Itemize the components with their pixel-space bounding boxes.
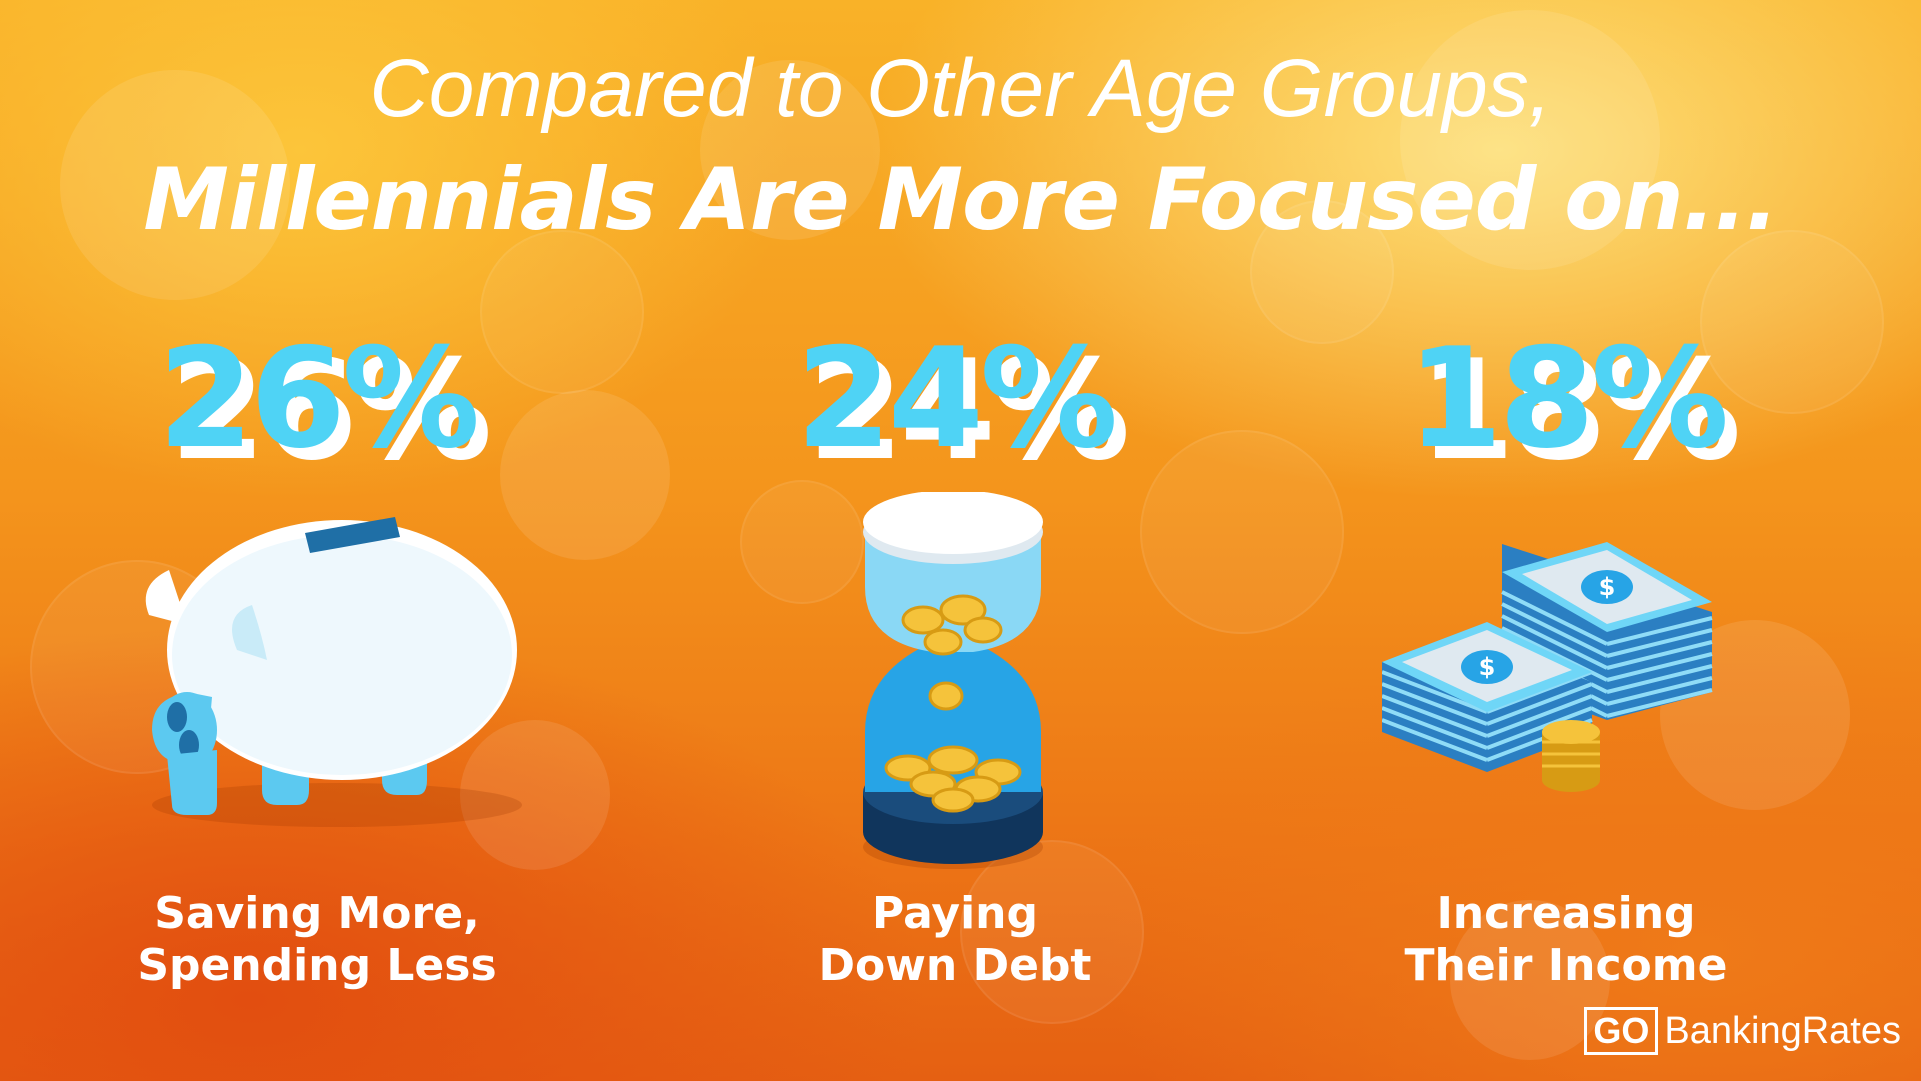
stat-label-line-2: Down Debt xyxy=(818,940,1092,991)
gobankingrates-logo: GO BankingRates xyxy=(1584,1007,1901,1055)
stat-percent: 26% xyxy=(157,318,480,479)
stat-label: Saving More, Spending Less xyxy=(37,888,597,992)
stat-label-line-2: Their Income xyxy=(1404,940,1728,991)
title-line-1: Compared to Other Age Groups, xyxy=(369,43,1552,134)
stat-saving: 26% Saving More, Spending Less xyxy=(37,0,597,1081)
title-line-2: Millennials Are More Focused on... xyxy=(143,150,1778,250)
stat-debt: 24% Payi xyxy=(675,0,1235,1081)
svg-text:$: $ xyxy=(1599,573,1616,601)
logo-text: BankingRates xyxy=(1664,1009,1901,1052)
stat-income: 18% xyxy=(1286,0,1846,1081)
stat-percent: 18% xyxy=(1406,318,1729,479)
stat-label-line-1: Increasing xyxy=(1436,888,1696,939)
hourglass-coins-icon xyxy=(863,492,1043,872)
svg-text:$: $ xyxy=(1479,653,1496,681)
money-stack-icon xyxy=(1131,540,1421,800)
stat-label-line-2: Spending Less xyxy=(137,940,497,991)
stat-label-line-1: Paying xyxy=(872,888,1038,939)
logo-go: GO xyxy=(1584,1007,1659,1055)
stat-percent: 24% xyxy=(795,318,1118,479)
stat-label-line-1: Saving More, xyxy=(154,888,480,939)
money-stack-icon-graphic: $ $ xyxy=(1382,532,1722,802)
stat-label: Paying Down Debt xyxy=(675,888,1235,992)
piggy-bank-icon xyxy=(127,505,527,835)
stat-label: Increasing Their Income xyxy=(1286,888,1846,992)
